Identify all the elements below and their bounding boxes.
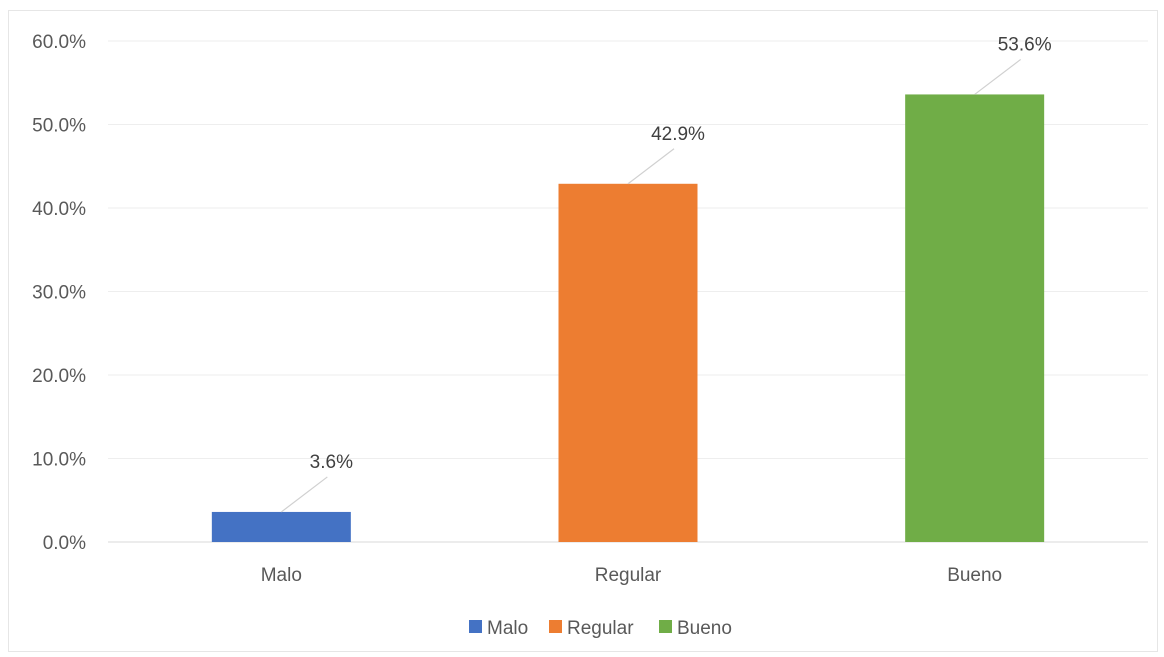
legend-swatch-malo bbox=[469, 620, 482, 633]
y-tick-label: 30.0% bbox=[32, 283, 86, 304]
y-tick-label: 40.0% bbox=[32, 199, 86, 220]
y-tick-label: 10.0% bbox=[32, 450, 86, 471]
y-tick-label: 50.0% bbox=[32, 116, 86, 137]
y-tick-label: 20.0% bbox=[32, 366, 86, 387]
data-label: 42.9% bbox=[651, 124, 705, 145]
legend-label: Bueno bbox=[677, 618, 732, 639]
legend-swatch-regular bbox=[549, 620, 562, 633]
bar-malo bbox=[211, 511, 351, 542]
legend-swatch-bueno bbox=[659, 620, 672, 633]
data-label-leader bbox=[974, 58, 1022, 95]
legend-label: Malo bbox=[487, 618, 528, 639]
y-tick-label: 0.0% bbox=[43, 533, 86, 554]
data-label: 3.6% bbox=[310, 452, 353, 473]
x-tick-label: Bueno bbox=[947, 565, 1002, 586]
data-label: 53.6% bbox=[998, 34, 1052, 55]
x-tick-label: Regular bbox=[595, 565, 662, 586]
bar-regular bbox=[558, 183, 698, 542]
bar-bueno bbox=[905, 94, 1045, 542]
legend-label: Regular bbox=[567, 618, 634, 639]
x-tick-label: Malo bbox=[261, 565, 302, 586]
data-label-leader bbox=[627, 148, 675, 185]
data-label-leader bbox=[280, 476, 328, 513]
y-tick-label: 60.0% bbox=[32, 32, 86, 53]
